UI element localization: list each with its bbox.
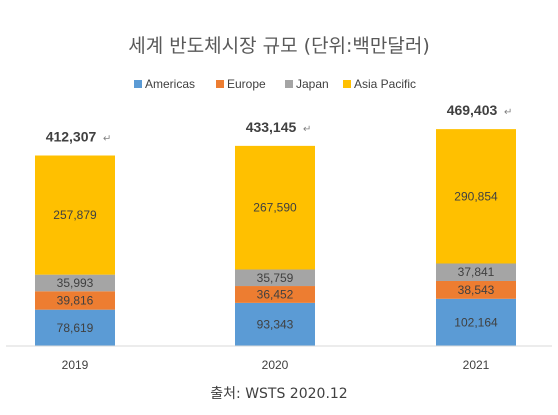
data-label-2020-3: 267,590 bbox=[253, 201, 297, 215]
bar-2020-3 bbox=[235, 145, 315, 270]
return-mark-2021: ↵ bbox=[504, 107, 512, 118]
legend-label-3: Asia Pacific bbox=[354, 77, 416, 91]
data-label-2020-0: 93,343 bbox=[257, 317, 294, 331]
data-label-2021-2: 37,841 bbox=[458, 265, 495, 279]
bars: 78,619 39,816 35,993 257,879 412,307 ↵ 93,343 3… bbox=[35, 102, 516, 346]
legend-label-2: Japan bbox=[296, 77, 329, 91]
data-label-2019-1: 39,816 bbox=[57, 293, 94, 307]
data-label-2021-1: 38,543 bbox=[458, 283, 495, 297]
data-label-2021-3: 290,854 bbox=[454, 189, 498, 203]
data-label-2019-3: 257,879 bbox=[53, 208, 97, 222]
total-label-2020: 433,145 bbox=[246, 119, 297, 135]
legend-swatch-1 bbox=[216, 80, 224, 88]
data-label-2019-2: 35,993 bbox=[57, 276, 94, 290]
bar-2020-0 bbox=[235, 302, 315, 346]
legend: Americas Europe Japan Asia Pacific bbox=[134, 77, 416, 91]
bar-2021-0 bbox=[436, 298, 516, 346]
bar-2021-1 bbox=[436, 280, 516, 299]
tick-label-2020: 2020 bbox=[262, 358, 289, 372]
legend-swatch-2 bbox=[285, 80, 293, 88]
bar-2019-2 bbox=[35, 274, 115, 292]
bar-2020-2 bbox=[235, 269, 315, 287]
tick-label-2021: 2021 bbox=[463, 358, 490, 372]
total-label-2019: 412,307 bbox=[46, 129, 97, 145]
chart-title: 세계 반도체시장 규모 (단위:백만달러) bbox=[128, 35, 430, 57]
bar-2019-0 bbox=[35, 309, 115, 346]
bar-2021-3 bbox=[436, 129, 516, 264]
x-axis-ticks: 2019 2020 2021 bbox=[62, 358, 490, 372]
tick-label-2019: 2019 bbox=[62, 358, 89, 372]
data-label-2020-1: 36,452 bbox=[257, 287, 294, 301]
legend-swatch-3 bbox=[343, 80, 351, 88]
return-mark-2020: ↵ bbox=[303, 124, 311, 135]
bar-2021-2 bbox=[436, 263, 516, 281]
legend-label-1: Europe bbox=[227, 77, 266, 91]
return-mark-2019: ↵ bbox=[103, 134, 111, 145]
total-label-2021: 469,403 bbox=[447, 102, 498, 118]
legend-swatch-0 bbox=[134, 80, 142, 88]
data-label-2019-0: 78,619 bbox=[57, 321, 94, 335]
bar-2019-1 bbox=[35, 291, 115, 310]
data-label-2021-0: 102,164 bbox=[454, 315, 498, 329]
data-label-2020-2: 35,759 bbox=[257, 271, 294, 285]
bar-2019-3 bbox=[35, 155, 115, 275]
source-note: 출처: WSTS 2020.12 bbox=[210, 386, 347, 402]
bar-2020-1 bbox=[235, 286, 315, 303]
legend-label-0: Americas bbox=[145, 77, 195, 91]
